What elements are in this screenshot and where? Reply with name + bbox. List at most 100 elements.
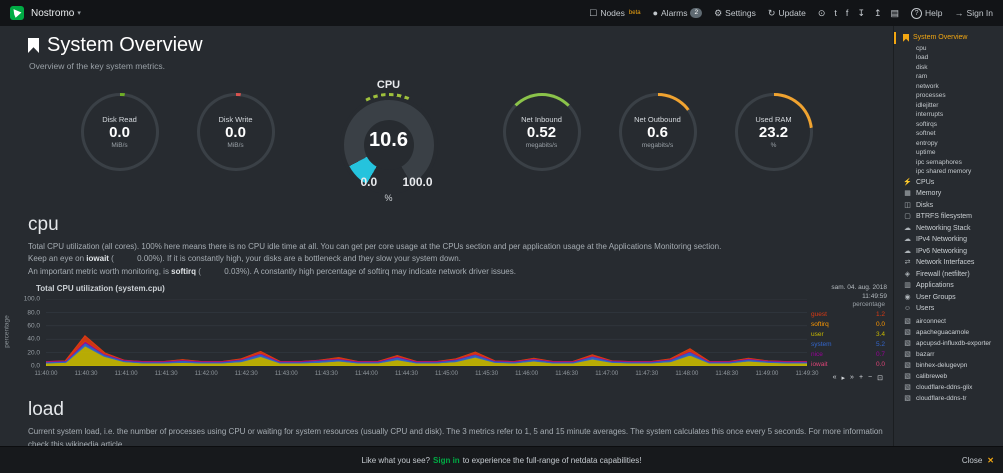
sidebar-item-load-label: load (916, 54, 929, 61)
sidebar-item-ram[interactable]: ram (903, 72, 999, 82)
cpus-section-link[interactable]: CPUs section (442, 242, 491, 251)
import-snapshot-icon[interactable]: ↧ (857, 7, 865, 18)
sidebar-item-cloudflare-ddns-tr[interactable]: ▧ cloudflare-ddns-tr (903, 394, 999, 403)
sidebar-item-entropy[interactable]: entropy (903, 139, 999, 149)
sidebar-item-network-label: network (916, 82, 939, 90)
sidebar-item-system-overview[interactable]: System Overview (894, 32, 999, 44)
disk-write-gauge[interactable]: Disk Write 0.0 MiB/s (196, 93, 275, 171)
sidebar-item-cloudflare-ddns-glix[interactable]: ▧ cloudflare-ddns-glix (903, 383, 999, 392)
export-snapshot-icon[interactable]: ↥ (873, 7, 882, 18)
netdata-logo[interactable] (10, 6, 24, 20)
sidebar-item-uptime[interactable]: uptime (903, 148, 999, 158)
github-icon[interactable]: ⊙ (817, 7, 826, 18)
gauge-title: Net Inbound (521, 115, 562, 124)
banner-sign-in-link[interactable]: Sign in (433, 455, 460, 465)
sidebar-item-disks[interactable]: ◫ Disks (903, 200, 999, 212)
bolt-icon: ⚡ (903, 178, 912, 186)
sidebar-item-cpu[interactable]: cpu (903, 44, 999, 54)
sidebar-item-ipc-shared-memory[interactable]: ipc shared memory (903, 167, 999, 177)
x-axis-label: 11:48:00 (675, 371, 699, 378)
gauge-value: 0.52 (526, 124, 557, 141)
nodes-button[interactable]: ☐ Nodes beta (589, 8, 640, 18)
settings-button[interactable]: ⚙ Settings (714, 8, 756, 18)
facebook-icon[interactable]: f (845, 7, 849, 18)
sidebar-item-calibreweb[interactable]: ▧ calibreweb (903, 372, 999, 381)
legend-row-system[interactable]: system 5.2 (811, 340, 885, 350)
gauge-value: 0.0 (109, 124, 130, 141)
cube-icon: ▧ (904, 339, 911, 347)
cpu-gauge[interactable]: CPU 10.6 0.0 100.0 % (304, 79, 474, 203)
net-outbound-gauge[interactable]: Net Outbound 0.6 megabits/s (618, 93, 697, 171)
help-button[interactable]: ? Help (911, 7, 943, 19)
sidebar-item-applications[interactable]: ▥ Applications (903, 280, 999, 292)
sidebar-item-softirqs[interactable]: softirqs (903, 120, 999, 130)
y-axis-label: 0.0 (30, 362, 40, 370)
sidebar-item-network-interfaces[interactable]: ⇄ Network Interfaces (903, 257, 999, 269)
gauge-unit: % (770, 142, 777, 149)
gauge-value: 10.6 (369, 129, 408, 151)
update-button[interactable]: ↻ Update (768, 8, 806, 18)
used-ram-gauge[interactable]: Used RAM 23.2 % (734, 93, 813, 171)
legend-row-guest[interactable]: guest 1.2 (811, 310, 885, 320)
legend-row-user[interactable]: user 3.4 (811, 330, 885, 340)
play-icon[interactable]: ▸ (841, 375, 846, 383)
print-icon[interactable]: ▤ (890, 7, 900, 18)
sidebar-item-network[interactable]: network (903, 82, 999, 92)
gauge-unit: MiB/s (111, 142, 128, 149)
disk-icon: ◫ (904, 201, 911, 209)
legend-row-softirq[interactable]: softirq 0.0 (811, 320, 885, 330)
banner-close-button[interactable]: Close ✕ (962, 456, 994, 465)
alarms-count-badge: 2 (690, 8, 703, 18)
reset-zoom-icon[interactable]: ⊡ (877, 375, 883, 383)
sidebar-item-interrupts[interactable]: interrupts (903, 110, 999, 120)
sidebar-item-system-overview-label: System Overview (913, 34, 968, 41)
sidebar-item-binhex-delugevpn[interactable]: ▧ binhex-delugevpn (903, 361, 999, 370)
sidebar-item-softnet[interactable]: softnet (903, 129, 999, 139)
sidebar-item-airconnect[interactable]: ▧ airconnect (903, 317, 999, 326)
page-subtitle: Overview of the key system metrics. (29, 61, 166, 71)
sidebar-item-load[interactable]: load (903, 53, 999, 63)
sidebar-item-cloudflare-ddns-tr-label: cloudflare-ddns-tr (916, 394, 967, 402)
sidebar-item-ipv4-networking[interactable]: ☁ IPv4 Networking (903, 234, 999, 246)
zoom-in-icon[interactable]: + (858, 374, 864, 382)
sidebar-item-firewall-netfilter[interactable]: ◈ Firewall (netfilter) (903, 269, 999, 281)
net-inbound-gauge[interactable]: Net Inbound 0.52 megabits/s (502, 93, 581, 171)
gauge-max: 100.0 (402, 175, 433, 189)
zoom-out-icon[interactable]: − (868, 374, 873, 382)
wikipedia-link[interactable]: this wikipedia article (51, 439, 123, 449)
sidebar-item-ipc-shared-memory-label: ipc shared memory (916, 168, 972, 175)
y-axis-label: 60.0 (27, 322, 40, 330)
x-axis-label: 11:43:00 (274, 371, 298, 378)
sidebar-item-user-groups[interactable]: ◉ User Groups (903, 292, 999, 304)
disk-read-gauge[interactable]: Disk Read 0.0 MiB/s (80, 93, 159, 171)
sign-in-button[interactable]: → Sign In (955, 8, 993, 18)
alarms-button[interactable]: ● Alarms 2 (653, 8, 703, 18)
gauges-row: Disk Read 0.0 MiB/s Disk Write 0.0 MiB/s… (0, 79, 893, 203)
sidebar-item-memory[interactable]: ▦ Memory (903, 188, 999, 200)
sidebar-item-apcupsd-influxdb-exporter[interactable]: ▧ apcupsd-influxdb-exporter (903, 339, 999, 348)
cpu-plot-area[interactable] (46, 299, 807, 367)
sidebar-item-apacheguacamole[interactable]: ▧ apacheguacamole (903, 328, 999, 337)
pan-right-icon[interactable]: » (850, 374, 854, 382)
page-title: System Overview (47, 34, 203, 56)
sidebar-item-cpus[interactable]: ⚡ CPUs (903, 177, 999, 189)
sidebar-item-users[interactable]: ☺ Users (903, 303, 999, 315)
x-axis-label: 11:46:30 (555, 371, 579, 378)
chevron-down-icon[interactable]: ▾ (77, 10, 81, 17)
sidebar-item-ipc-semaphores[interactable]: ipc semaphores (903, 158, 999, 168)
sidebar-item-networking-stack[interactable]: ☁ Networking Stack (903, 223, 999, 235)
sidebar-item-disk[interactable]: disk (903, 63, 999, 73)
pan-left-icon[interactable]: « (832, 374, 837, 382)
update-label: Update (778, 8, 806, 18)
applications-section-link[interactable]: Applications Monitoring section (608, 242, 720, 251)
sidebar-item-processes[interactable]: processes (903, 91, 999, 101)
legend-row-nice[interactable]: nice 0.7 (811, 350, 885, 360)
sidebar-item-idlejitter[interactable]: idlejitter (903, 101, 999, 111)
sidebar-item-ipv6-networking[interactable]: ☁ IPv6 Networking (903, 246, 999, 258)
twitter-icon[interactable]: t (834, 7, 837, 18)
sidebar-item-btrfs-filesystem[interactable]: ▢ BTRFS filesystem (903, 211, 999, 223)
legend-row-iowait[interactable]: iowait 0.0 (811, 360, 885, 370)
sidebar-item-bazarr[interactable]: ▧ bazarr (903, 350, 999, 359)
legend-name: user (811, 331, 824, 339)
hostname-button[interactable]: Nostromo (31, 7, 75, 19)
